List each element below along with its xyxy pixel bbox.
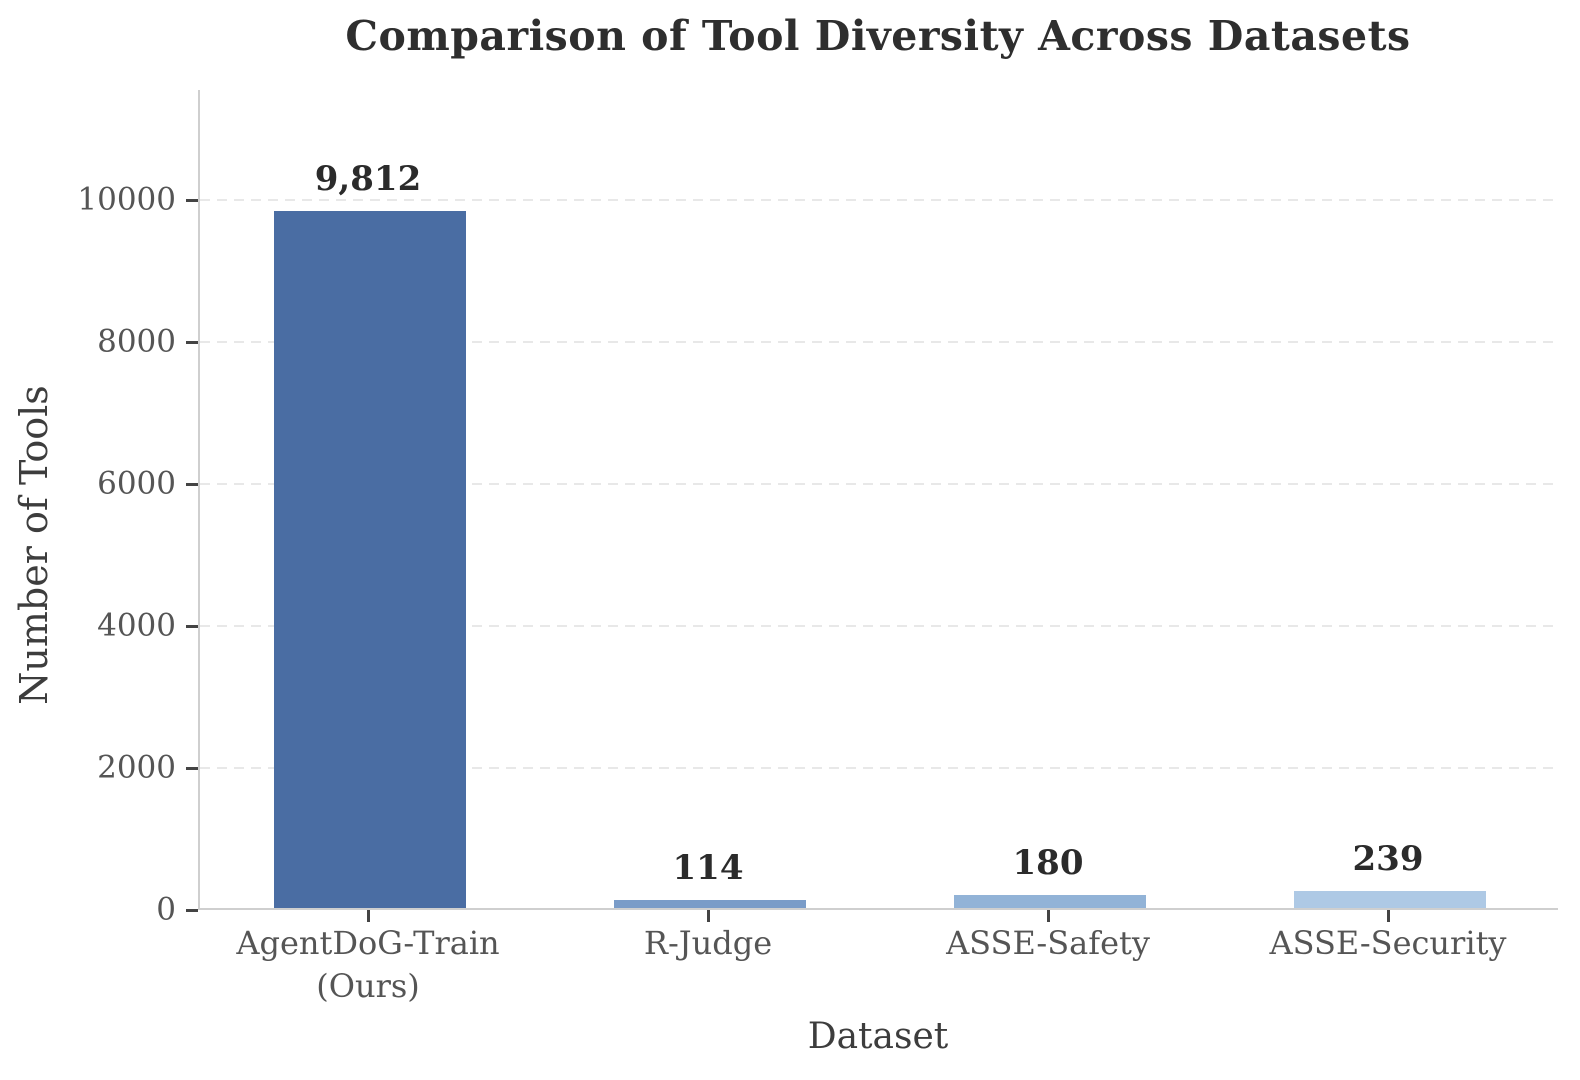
y-tick-label: 10000 [77, 181, 176, 218]
x-tick-mark [1046, 910, 1050, 922]
y-tick-mark [186, 624, 198, 628]
x-tick-label: R-Judge [643, 924, 773, 962]
x-tick-mark [706, 910, 710, 922]
bar-ASSE-Safety [954, 895, 1146, 908]
gridline-y4000 [200, 625, 1558, 627]
x-tick-mark [1386, 910, 1390, 922]
x-tick-label: AgentDoG-Train (Ours) [236, 924, 500, 1005]
y-tick-mark [186, 340, 198, 344]
gridline-y10000 [200, 199, 1558, 201]
gridline-y2000 [200, 767, 1558, 769]
plot-area [198, 90, 1558, 910]
y-tick-mark [186, 908, 198, 912]
y-tick-label: 6000 [97, 465, 176, 502]
chart-title: Comparison of Tool Diversity Across Data… [345, 12, 1411, 60]
bar-value-label: 9,812 [314, 159, 422, 199]
bar-R-Judge [614, 900, 806, 908]
y-tick-label: 8000 [97, 323, 176, 360]
bar-value-label: 114 [672, 848, 744, 888]
x-tick-mark [366, 910, 370, 922]
bar-AgentDoG-Train [274, 211, 466, 908]
bar-value-label: 239 [1352, 839, 1424, 879]
y-tick-label: 0 [156, 891, 176, 928]
y-tick-mark [186, 766, 198, 770]
y-tick-mark [186, 482, 198, 486]
y-tick-label: 4000 [97, 607, 176, 644]
y-tick-label: 2000 [97, 749, 176, 786]
x-tick-label: ASSE-Safety [946, 924, 1150, 962]
x-tick-label: ASSE-Security [1269, 924, 1507, 962]
y-tick-mark [186, 198, 198, 202]
bar-ASSE-Security [1294, 891, 1486, 908]
y-axis-label: Number of Tools [12, 385, 56, 705]
bar-value-label: 180 [1012, 843, 1084, 883]
gridline-y8000 [200, 341, 1558, 343]
x-axis-label: Dataset [807, 1016, 949, 1057]
gridline-y6000 [200, 483, 1558, 485]
